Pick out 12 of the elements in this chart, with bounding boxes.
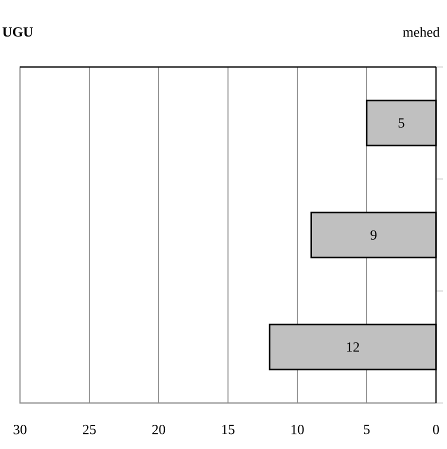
x-tick-label: 30 [14,424,26,434]
x-tick-label: 0 [433,424,439,434]
data-label: 12 [347,342,359,352]
data-label: 5 [398,118,404,128]
x-tick-label: 10 [292,424,304,434]
x-tick-label: 5 [364,424,370,434]
data-label: 9 [370,230,377,240]
x-tick-label: 20 [152,424,166,434]
x-tick-label: 25 [82,424,96,434]
chart-title: UGU [2,27,33,37]
x-tick-label: 15 [222,424,234,434]
chart-subtitle: mehed [402,27,440,37]
